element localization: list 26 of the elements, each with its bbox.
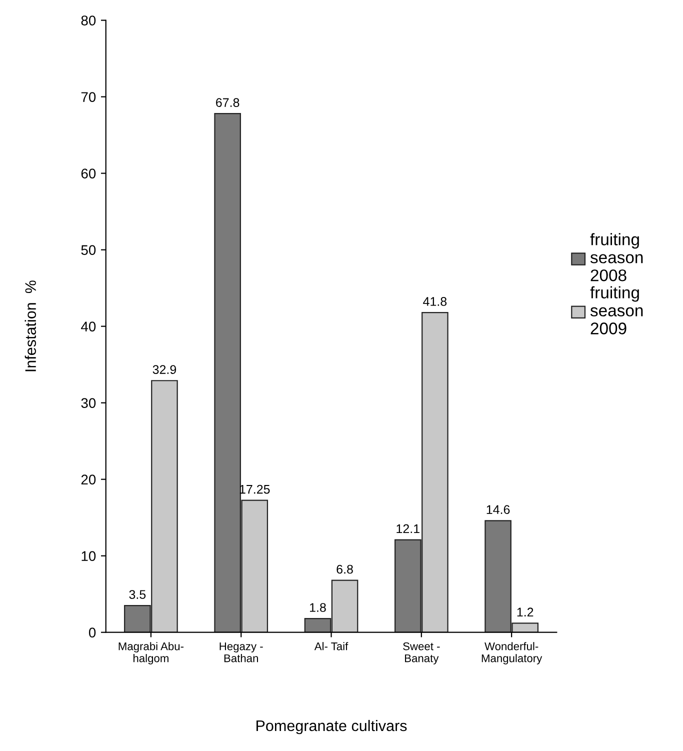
y-tick-label: 50: [81, 245, 96, 255]
data-label: 3.5: [129, 590, 146, 599]
y-tick-label: 40: [81, 322, 96, 332]
data-label: 1.2: [517, 608, 534, 616]
data-label: 1.8: [310, 603, 326, 612]
y-tick-label: 0: [88, 628, 96, 638]
x-axis-title: Pomegranate cultivars: [256, 720, 407, 734]
legend-label: fruiting season 2009: [590, 286, 643, 334]
data-label: 6.8: [336, 564, 353, 574]
y-tick-label: 80: [81, 16, 96, 26]
x-tick-label: Hegazy - Bathan: [220, 642, 263, 662]
x-tick-label: Al- Taif: [314, 642, 348, 650]
y-tick-label: 20: [81, 474, 96, 484]
y-tick-label: 70: [81, 92, 96, 102]
y-axis-title: Infestation %: [24, 280, 36, 372]
x-tick-label: Magrabi Abu- halgom: [118, 642, 184, 664]
data-label: 12.1: [396, 524, 420, 534]
data-label: 14.6: [486, 505, 510, 514]
data-label: 32.9: [152, 365, 176, 374]
y-tick-label: 60: [81, 168, 96, 178]
x-tick-label: Wonderful- Mangulatory: [482, 642, 542, 664]
data-label: 67.8: [216, 98, 240, 107]
y-tick-label: 10: [82, 551, 96, 562]
x-tick-label: Sweet - Banaty: [403, 642, 440, 664]
y-tick-label: 30: [81, 398, 96, 408]
data-label: 41.8: [423, 297, 447, 306]
